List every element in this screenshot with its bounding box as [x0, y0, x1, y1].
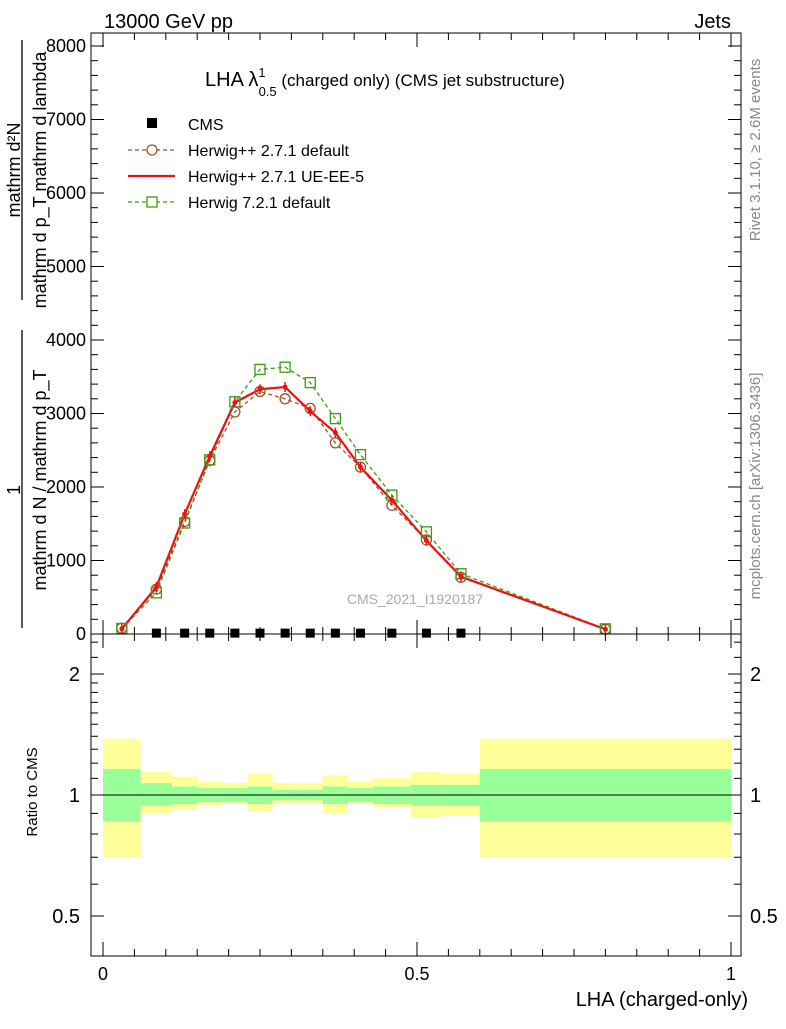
ratio-ytick-label-right: 0.5 [750, 906, 778, 928]
main-ytick-label: 7000 [46, 110, 86, 130]
main-ytick-label: 5000 [46, 257, 86, 277]
legend-label-herwig-default: Herwig++ 2.7.1 default [188, 143, 350, 160]
ylabel-sub-num: mathrm d N / mathrm d p_T [30, 369, 51, 590]
legend-marker-herwig-default [146, 144, 158, 156]
point-cms [305, 628, 315, 638]
series-line-herwig-ueee5 [120, 385, 606, 631]
point-herwig-ueee5 [257, 386, 263, 392]
energy-label: 13000 GeV pp [104, 11, 233, 33]
ratio-band-inner [140, 783, 173, 806]
point-herwig-default [279, 393, 291, 405]
legend-marker-herwig7 [146, 196, 158, 208]
main-ytick-label: 0 [76, 624, 86, 644]
plot-title-suffix: (charged only) (CMS jet substructure) [277, 71, 565, 90]
ratio-ytick-label-right: 2 [750, 664, 761, 686]
point-cms [330, 628, 340, 638]
legend-label-herwig7: Herwig 7.2.1 default [188, 195, 331, 212]
ylabel-denominator: mathrm d p_T mathrm d lambda [30, 51, 51, 309]
main-ytick-label: 1000 [46, 551, 86, 571]
x-axis-label: LHA (charged-only) [576, 989, 748, 1011]
mcplots-label: mcplots.cern.ch [arXiv:1306.3436] [747, 373, 764, 600]
point-herwig-default [329, 437, 342, 449]
point-herwig-ueee5 [307, 408, 313, 414]
point-herwig-ueee5 [458, 574, 464, 580]
point-herwig-ueee5 [153, 584, 159, 590]
point-herwig-ueee5 [332, 430, 338, 436]
legend-marker-cms [147, 118, 157, 128]
point-herwig-ueee5 [207, 453, 213, 459]
point-cms [355, 628, 365, 638]
ylabel-numerator: mathrm d²N [4, 122, 24, 217]
point-herwig-ueee5 [357, 464, 363, 470]
plot-title-sub: 0.5 [259, 84, 277, 99]
point-herwig-ueee5 [182, 511, 188, 517]
plot-title: LHA λ1 0.5 (charged only) (CMS jet substr… [205, 65, 565, 99]
legend-label-herwig-ueee5: Herwig++ 2.7.1 UE-EE-5 [188, 169, 364, 186]
point-cms [280, 628, 290, 638]
point-herwig7 [329, 412, 342, 425]
ratio-xtick-label: 1 [726, 964, 736, 984]
ratio-y-axis: 0.5 0.5 1 1 2 2 [52, 641, 778, 928]
point-cms [205, 628, 215, 638]
point-cms [255, 628, 265, 638]
point-herwig7 [254, 363, 266, 376]
point-cms [421, 628, 431, 638]
ratio-xtick-label: 0.5 [404, 964, 429, 984]
main-y-axis: 0 1000 2000 3000 4000 5000 6000 7000 8000 [46, 36, 741, 644]
point-herwig-ueee5 [232, 399, 238, 405]
legend-label-cms: CMS [188, 117, 224, 134]
main-x-axis [102, 33, 732, 634]
point-herwig-ueee5 [602, 626, 608, 632]
rivet-label: Rivet 3.1.10, ≥ 2.6M events [747, 59, 764, 242]
point-herwig-ueee5 [282, 384, 288, 390]
main-ytick-label: 6000 [46, 183, 86, 203]
category-label: Jets [694, 11, 731, 33]
point-herwig7 [279, 361, 291, 373]
ratio-plot: 0.5 0.51 12 2 0 0.5 1 Ratio to CMS LHA (charg… [24, 633, 778, 1011]
main-ytick-label: 4000 [46, 330, 86, 350]
main-series-group [116, 361, 612, 638]
ratio-ytick-label-right: 1 [750, 785, 761, 807]
point-herwig7 [304, 376, 316, 389]
point-herwig7 [354, 449, 367, 461]
ratio-ytick-label: 2 [69, 664, 80, 686]
main-y-label: mathrm d²N mathrm d p_T mathrm d lambda … [4, 40, 51, 628]
point-herwig-ueee5 [423, 538, 429, 544]
point-cms [151, 628, 161, 638]
point-herwig-ueee5 [119, 626, 125, 632]
point-cms [387, 628, 397, 638]
plot-title-sup: 1 [258, 65, 265, 80]
plot-title-prefix: LHA λ [205, 69, 258, 91]
point-cms [230, 628, 240, 638]
legend: CMS Herwig++ 2.7.1 default Herwig++ 2.7.… [128, 117, 364, 212]
ratio-y-label: Ratio to CMS [24, 747, 41, 836]
point-cms [180, 628, 190, 638]
point-herwig-ueee5 [389, 497, 395, 503]
ratio-xtick-label: 0 [98, 964, 108, 984]
ratio-ytick-label: 1 [69, 785, 80, 807]
ratio-bands [103, 738, 731, 858]
ylabel-one: 1 [4, 485, 24, 495]
main-ytick-label: 3000 [46, 404, 86, 424]
main-ytick-label: 8000 [46, 36, 86, 56]
ratio-x-axis: 0 0.5 1 [98, 634, 736, 984]
point-cms [456, 628, 466, 638]
ratio-ytick-label: 0.5 [52, 906, 80, 928]
main-ytick-label: 2000 [46, 477, 86, 497]
analysis-watermark: CMS_2021_I1920187 [347, 591, 483, 607]
series-line-herwig7 [121, 366, 606, 630]
